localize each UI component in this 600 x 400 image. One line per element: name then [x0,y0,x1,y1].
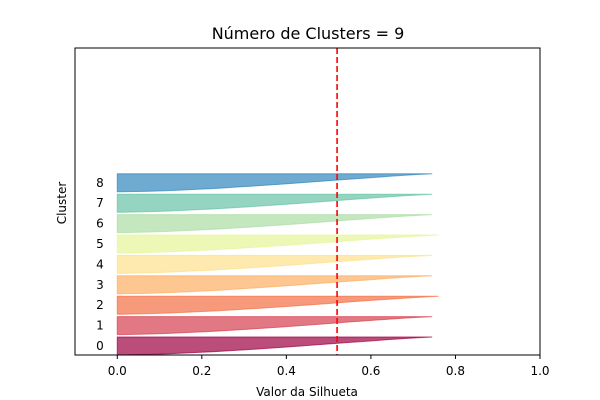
cluster-label-3: 3 [96,278,104,292]
silhouette-band-3 [116,275,433,295]
y-axis-label: Cluster [55,182,69,225]
silhouette-band-7 [116,193,433,213]
silhouette-band-4 [116,254,433,274]
silhouette-band-8 [116,173,433,193]
silhouette-band-6 [116,214,433,234]
x-axis-label: Valor da Silhueta [256,385,358,399]
x-tick-label: 0.6 [361,364,380,378]
x-tick-label: 0.0 [108,364,127,378]
cluster-label-4: 4 [96,257,104,271]
silhouette-band-0 [116,336,433,356]
cluster-label-6: 6 [96,217,104,231]
cluster-label-2: 2 [96,298,104,312]
cluster-label-7: 7 [96,196,104,210]
chart-title: Número de Clusters = 9 [212,24,405,43]
x-tick-label: 0.4 [277,364,296,378]
x-tick-label: 1.0 [530,364,549,378]
plot-frame [74,47,541,356]
x-axis-ticks: 0.0 0.2 0.4 0.6 0.8 1.0 [108,355,550,378]
silhouette-band-1 [116,316,433,336]
plot-area: 0 1 2 3 4 5 6 7 8 [96,48,439,356]
silhouette-band-5 [116,234,439,254]
cluster-label-0: 0 [96,339,104,353]
cluster-label-1: 1 [96,319,104,333]
x-tick-label: 0.8 [446,364,465,378]
cluster-label-5: 5 [96,237,104,251]
cluster-label-8: 8 [96,176,104,190]
silhouette-band-2 [116,295,439,315]
x-tick-label: 0.2 [192,364,211,378]
